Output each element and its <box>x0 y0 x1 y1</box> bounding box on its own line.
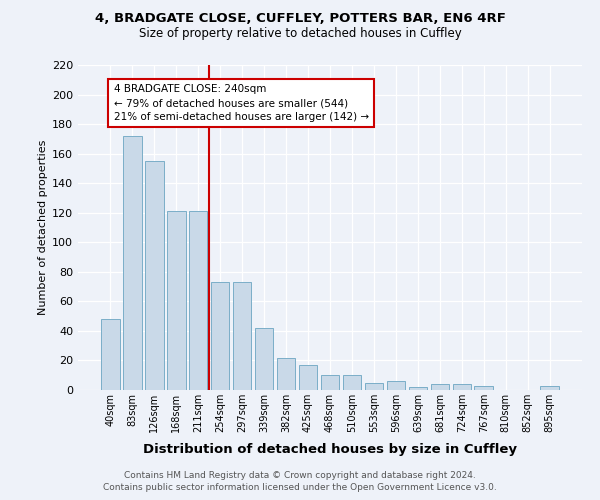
Bar <box>475 386 493 390</box>
Bar <box>189 211 208 390</box>
Bar <box>299 365 317 390</box>
Bar <box>541 386 559 390</box>
Bar <box>167 211 185 390</box>
Bar <box>277 358 295 390</box>
Bar <box>233 282 251 390</box>
X-axis label: Distribution of detached houses by size in Cuffley: Distribution of detached houses by size … <box>143 444 517 456</box>
Bar <box>211 282 229 390</box>
Bar <box>365 382 383 390</box>
Text: Contains public sector information licensed under the Open Government Licence v3: Contains public sector information licen… <box>103 484 497 492</box>
Text: Size of property relative to detached houses in Cuffley: Size of property relative to detached ho… <box>139 28 461 40</box>
Text: Contains HM Land Registry data © Crown copyright and database right 2024.: Contains HM Land Registry data © Crown c… <box>124 471 476 480</box>
Bar <box>386 381 405 390</box>
Bar <box>255 328 274 390</box>
Text: 4, BRADGATE CLOSE, CUFFLEY, POTTERS BAR, EN6 4RF: 4, BRADGATE CLOSE, CUFFLEY, POTTERS BAR,… <box>95 12 505 26</box>
Y-axis label: Number of detached properties: Number of detached properties <box>38 140 48 315</box>
Text: 4 BRADGATE CLOSE: 240sqm
← 79% of detached houses are smaller (544)
21% of semi-: 4 BRADGATE CLOSE: 240sqm ← 79% of detach… <box>113 84 368 122</box>
Bar <box>123 136 142 390</box>
Bar <box>409 387 427 390</box>
Bar <box>431 384 449 390</box>
Bar <box>343 375 361 390</box>
Bar <box>145 161 164 390</box>
Bar <box>452 384 471 390</box>
Bar <box>320 375 340 390</box>
Bar <box>101 319 119 390</box>
